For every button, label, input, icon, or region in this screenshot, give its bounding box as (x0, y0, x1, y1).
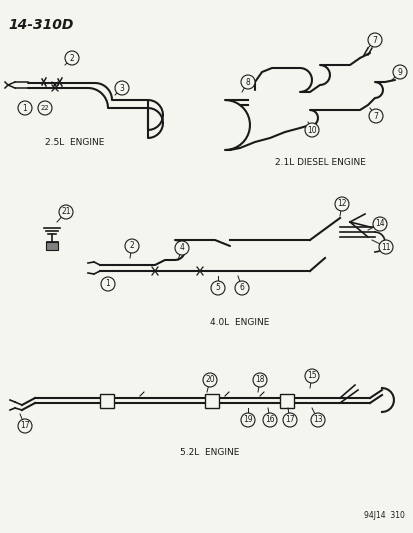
Circle shape (38, 101, 52, 115)
Circle shape (282, 413, 296, 427)
Text: 2.5L  ENGINE: 2.5L ENGINE (45, 138, 104, 147)
Bar (279, 394, 293, 408)
Text: 22: 22 (40, 105, 49, 111)
Circle shape (18, 419, 32, 433)
Text: 2.1L DIESEL ENGINE: 2.1L DIESEL ENGINE (274, 158, 365, 167)
Circle shape (235, 281, 248, 295)
Circle shape (240, 413, 254, 427)
Circle shape (304, 123, 318, 137)
Circle shape (392, 65, 406, 79)
Circle shape (252, 373, 266, 387)
Text: 21: 21 (61, 207, 71, 216)
Circle shape (372, 217, 386, 231)
Text: 16: 16 (265, 416, 274, 424)
Circle shape (18, 101, 32, 115)
Text: 94J14  310: 94J14 310 (363, 511, 404, 520)
Circle shape (202, 373, 216, 387)
Circle shape (175, 241, 189, 255)
Text: 8: 8 (245, 77, 250, 86)
Bar (100, 394, 114, 408)
Text: 1: 1 (23, 103, 27, 112)
Text: 11: 11 (380, 243, 390, 252)
Circle shape (334, 197, 348, 211)
Text: 17: 17 (20, 422, 30, 431)
Circle shape (65, 51, 79, 65)
Circle shape (304, 369, 318, 383)
Circle shape (101, 277, 115, 291)
Text: 1: 1 (105, 279, 110, 288)
Circle shape (367, 33, 381, 47)
Circle shape (59, 205, 73, 219)
Text: 10: 10 (306, 125, 316, 134)
Text: 14-310D: 14-310D (8, 18, 73, 32)
Circle shape (211, 281, 224, 295)
Circle shape (125, 239, 139, 253)
Text: 5: 5 (215, 284, 220, 293)
Text: 2: 2 (129, 241, 134, 251)
Circle shape (240, 75, 254, 89)
Text: 14: 14 (374, 220, 384, 229)
Circle shape (310, 413, 324, 427)
Circle shape (378, 240, 392, 254)
Bar (46, 242, 58, 250)
Text: 17: 17 (285, 416, 294, 424)
Text: 20: 20 (205, 376, 214, 384)
Circle shape (368, 109, 382, 123)
Text: 18: 18 (255, 376, 264, 384)
Text: 15: 15 (306, 372, 316, 381)
Text: 2: 2 (69, 53, 74, 62)
Text: 4.0L  ENGINE: 4.0L ENGINE (210, 318, 269, 327)
Text: 19: 19 (242, 416, 252, 424)
Text: 4: 4 (179, 244, 184, 253)
Bar (204, 394, 218, 408)
Text: 9: 9 (396, 68, 401, 77)
Text: 6: 6 (239, 284, 244, 293)
Text: 12: 12 (337, 199, 346, 208)
Text: 5.2L  ENGINE: 5.2L ENGINE (180, 448, 239, 457)
Circle shape (115, 81, 129, 95)
Text: 7: 7 (373, 111, 377, 120)
Text: 7: 7 (372, 36, 377, 44)
Text: 3: 3 (119, 84, 124, 93)
Text: 13: 13 (312, 416, 322, 424)
Circle shape (262, 413, 276, 427)
